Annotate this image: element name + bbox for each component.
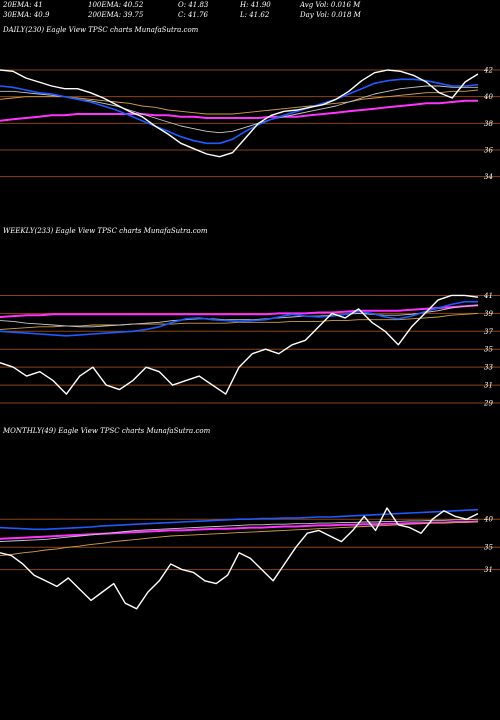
y-tick-label: 39 xyxy=(484,310,493,318)
y-tick-label: 37 xyxy=(484,328,493,336)
y-tick-label: 35 xyxy=(484,346,493,354)
daily-chart: 42 40 38 36 34 xyxy=(0,67,500,181)
ema-white-line xyxy=(0,518,479,543)
y-tick-label: 31 xyxy=(484,566,493,574)
ema-blue-line xyxy=(0,300,478,337)
close-label: C: 41.76 xyxy=(178,11,208,19)
y-tick-label: 36 xyxy=(484,147,493,155)
high-label: H: 41.90 xyxy=(240,1,271,9)
low-label: L: 41.62 xyxy=(240,11,270,19)
chart-header: 20EMA: 41 100EMA: 40.52 O: 41.83 H: 41.9… xyxy=(0,0,500,22)
open-label: O: 41.83 xyxy=(178,1,209,9)
ema-magenta-line xyxy=(0,99,478,122)
price-line xyxy=(0,294,479,395)
price-line xyxy=(0,69,479,158)
y-tick-label: 35 xyxy=(484,544,493,552)
ema30-label: 30EMA: 40.9 xyxy=(3,11,50,19)
y-tick-label: 40 xyxy=(483,516,493,524)
monthly-panel-title: MONTHLY(49) Eagle View TPSC charts Munaf… xyxy=(3,427,211,435)
price-line xyxy=(0,507,479,610)
ema-orange-line xyxy=(0,89,479,115)
ema-blue-line xyxy=(0,508,479,531)
y-tick-label: 40 xyxy=(483,93,493,101)
avg-vol-label: Avg Vol: 0.016 M xyxy=(300,1,361,9)
monthly-chart: 40 35 31 xyxy=(0,507,500,610)
y-tick-label: 31 xyxy=(484,382,493,390)
y-tick-label: 29 xyxy=(483,400,493,408)
ema-white-line xyxy=(0,85,478,134)
weekly-panel-title: WEEKLY(233) Eagle View TPSC charts Munaf… xyxy=(3,227,208,235)
ema100-label: 100EMA: 40.52 xyxy=(88,1,144,9)
ema-magenta-line xyxy=(0,304,479,318)
ema-blue-line xyxy=(0,78,479,145)
ema-white-line xyxy=(0,304,479,328)
y-tick-label: 38 xyxy=(484,120,493,128)
y-tick-label: 33 xyxy=(484,364,493,372)
ema20-label: 20EMA: 41 xyxy=(3,1,43,9)
y-tick-label: 42 xyxy=(483,67,493,75)
y-tick-label: 41 xyxy=(483,292,493,300)
day-vol-label: Day Vol: 0.018 M xyxy=(300,11,361,19)
weekly-chart: 41 39 37 35 33 31 29 xyxy=(0,292,500,408)
y-tick-label: 34 xyxy=(484,173,493,181)
ema200-label: 200EMA: 39.75 xyxy=(88,11,144,19)
ema-orange-line xyxy=(0,312,479,330)
daily-panel-title: DAILY(230) Eagle View TPSC charts Munafa… xyxy=(3,26,199,34)
